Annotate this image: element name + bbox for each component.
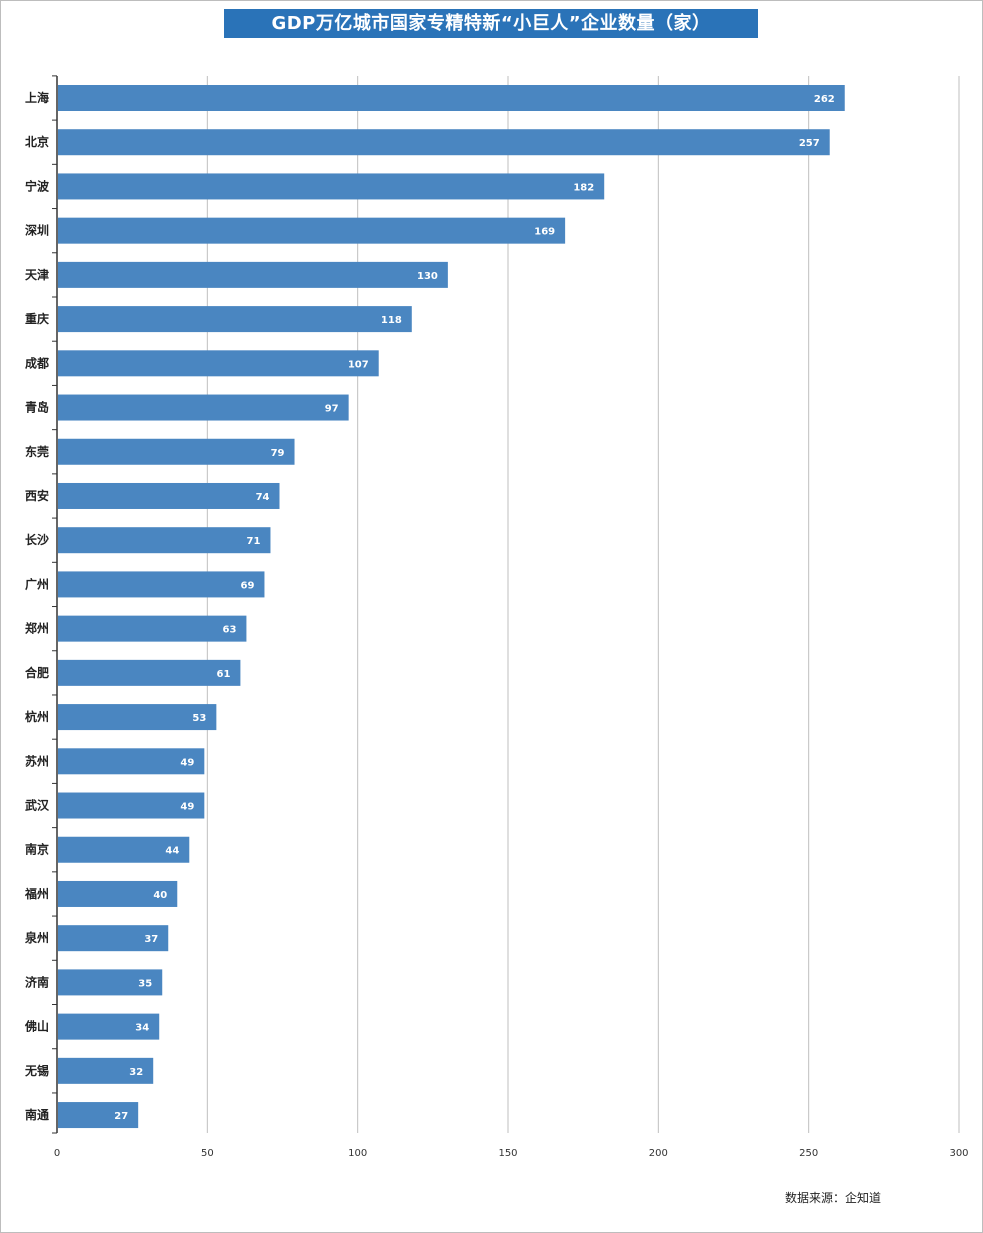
category-label: 杭州 xyxy=(25,709,49,724)
bar-value-label: 44 xyxy=(165,846,179,857)
category-label: 青岛 xyxy=(25,400,49,415)
bar-value-label: 63 xyxy=(222,625,236,636)
bar-value-label: 49 xyxy=(180,757,194,768)
bar-value-label: 169 xyxy=(534,227,555,238)
category-label: 天津 xyxy=(25,267,49,282)
bar xyxy=(58,925,169,952)
category-label: 武汉 xyxy=(25,798,50,813)
category-label: 郑州 xyxy=(25,621,49,636)
bar xyxy=(58,659,241,686)
bar xyxy=(58,350,379,377)
bar xyxy=(58,85,845,111)
bar-value-label: 34 xyxy=(135,1023,149,1034)
x-tick-label: 250 xyxy=(799,1148,818,1159)
bar-value-label: 79 xyxy=(271,448,285,459)
bar xyxy=(58,836,190,863)
category-label: 宁波 xyxy=(25,178,50,193)
bar xyxy=(58,1057,154,1084)
x-tick-label: 100 xyxy=(348,1148,367,1159)
bar-value-label: 107 xyxy=(348,359,369,370)
bar xyxy=(58,615,247,642)
bar xyxy=(58,394,349,421)
category-label: 长沙 xyxy=(25,532,49,547)
title-background xyxy=(224,9,758,38)
bar-value-label: 37 xyxy=(144,934,158,945)
category-label: 泉州 xyxy=(25,930,49,945)
x-tick-label: 150 xyxy=(498,1148,517,1159)
bar-value-label: 130 xyxy=(417,271,438,282)
category-label: 西安 xyxy=(25,488,49,503)
bar-value-label: 118 xyxy=(381,315,402,326)
bar-value-label: 69 xyxy=(241,580,255,591)
category-label: 无锡 xyxy=(24,1063,49,1078)
category-label: 佛山 xyxy=(24,1019,49,1034)
category-label: 广州 xyxy=(25,576,49,591)
bar xyxy=(58,527,271,554)
bar-value-label: 71 xyxy=(247,536,261,547)
bar-value-label: 97 xyxy=(325,404,339,415)
category-label: 北京 xyxy=(25,134,49,149)
category-label: 南通 xyxy=(25,1107,49,1122)
bar xyxy=(58,880,178,907)
bar-value-label: 53 xyxy=(192,713,206,724)
x-tick-label: 50 xyxy=(201,1148,214,1159)
x-tick-label: 300 xyxy=(949,1148,968,1159)
bar xyxy=(58,969,163,996)
bar-value-label: 27 xyxy=(114,1111,128,1122)
bars: 262 257 182 169 130 118 107 97 79 74 71 69 63 61 53 49 4… xyxy=(58,85,845,1129)
bar-value-label: 74 xyxy=(256,492,270,503)
category-label: 济南 xyxy=(25,974,49,989)
bar xyxy=(58,1102,139,1129)
x-tick-label: 200 xyxy=(649,1148,668,1159)
bar-value-label: 61 xyxy=(216,669,230,680)
bar-value-label: 262 xyxy=(814,94,835,105)
bar xyxy=(58,306,412,333)
bar xyxy=(58,748,205,775)
category-label: 福州 xyxy=(24,886,49,901)
bar xyxy=(58,571,265,598)
category-label: 成都 xyxy=(25,355,49,370)
bar-value-label: 257 xyxy=(799,138,820,149)
bar xyxy=(58,1013,160,1040)
category-label: 重庆 xyxy=(25,311,49,326)
bar-value-label: 182 xyxy=(573,182,594,193)
bar-value-label: 35 xyxy=(138,978,152,989)
category-label: 合肥 xyxy=(25,665,49,680)
bar-value-label: 32 xyxy=(129,1067,143,1078)
category-label: 上海 xyxy=(25,90,49,105)
gridlines xyxy=(206,76,960,1133)
bar xyxy=(58,173,605,200)
bar xyxy=(58,438,295,465)
bar xyxy=(58,792,205,819)
axes: 0 50 100 150 200 250 300 上海北京宁波深圳天津重庆成都青岛东莞西安长沙… xyxy=(24,75,969,1159)
bar-value-label: 40 xyxy=(153,890,167,901)
bar-value-label: 49 xyxy=(180,802,194,813)
chart-title: GDP万亿城市国家专精特新“小巨人”企业数量（家） xyxy=(271,13,711,34)
bar xyxy=(58,261,448,288)
bar xyxy=(58,482,280,509)
bar xyxy=(58,217,566,244)
bar xyxy=(58,704,217,731)
data-source-note: 数据来源：企知道 xyxy=(785,1191,882,1205)
category-label: 苏州 xyxy=(25,753,49,768)
category-label: 南京 xyxy=(25,842,49,857)
bar xyxy=(58,129,830,156)
category-label: 东莞 xyxy=(25,444,49,459)
x-tick-label: 0 xyxy=(54,1148,60,1159)
category-label: 深圳 xyxy=(25,223,49,238)
